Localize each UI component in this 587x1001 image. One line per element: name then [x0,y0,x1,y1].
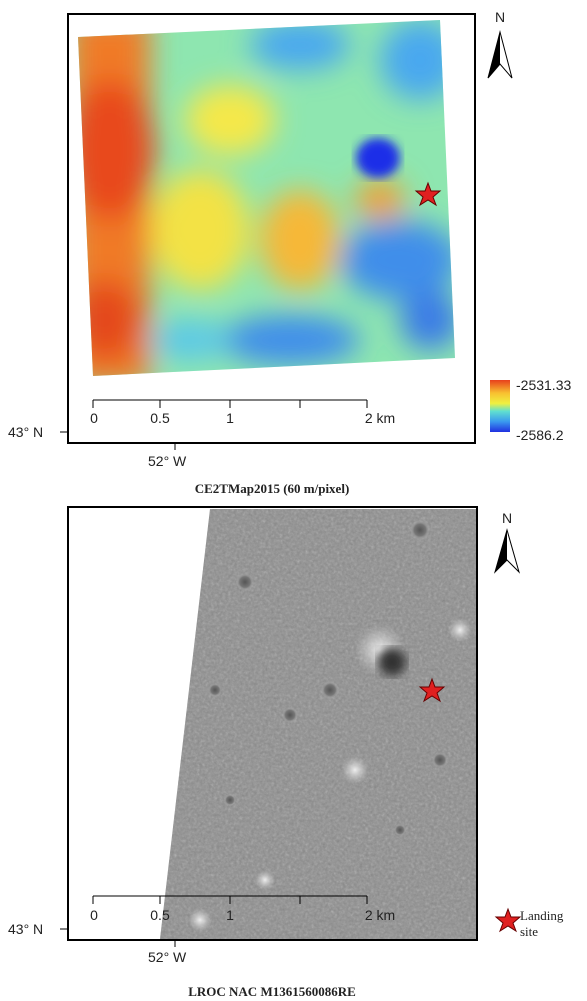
scale-label: 0 [90,410,98,426]
longitude-label: 52° W [148,453,187,469]
north-label: N [502,510,512,526]
legend-min: -2586.2 [516,427,564,443]
legend-label: Landing site [520,908,580,940]
scale-label: 0.5 [150,907,170,923]
color-bar [490,380,510,432]
elevation-map [65,15,470,385]
latitude-label: 43° N [8,921,43,937]
scale-label: 2 km [365,907,395,923]
scale-label: 1 [226,410,234,426]
longitude-label: 52° W [148,949,187,965]
caption: CE2TMap2015 (60 m/pixel) [195,481,350,496]
north-label: N [495,9,505,25]
caption: LROC NAC M1361560086RE [188,984,356,999]
scale-label: 0.5 [150,410,170,426]
scale-label: 2 km [365,410,395,426]
figure: N -2531.33 -2586.2 0 0.5 1 2 km 43° N 52… [0,0,587,1001]
legend-star [496,909,520,931]
scale-label: 1 [226,907,234,923]
page: {"panels": [ {"north": "N", "legend": {"… [0,0,587,1001]
legend-max: -2531.33 [516,377,571,393]
scale-label: 0 [90,907,98,923]
latitude-label: 43° N [8,424,43,440]
